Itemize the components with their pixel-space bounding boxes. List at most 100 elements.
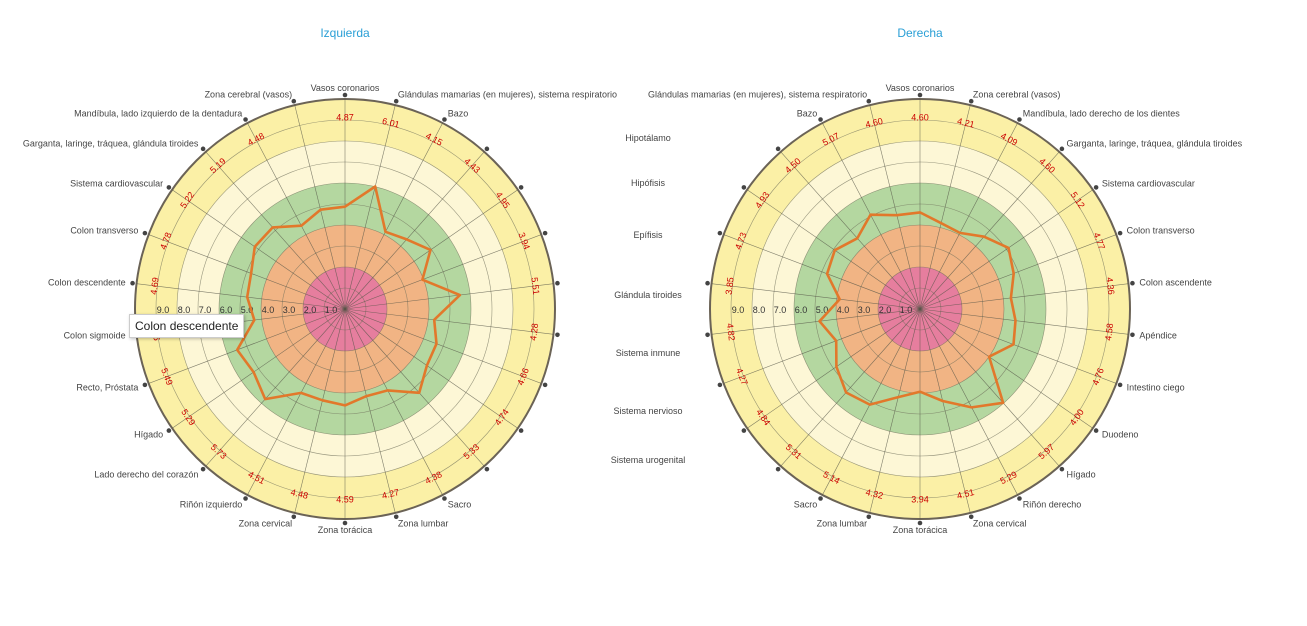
category-label: Colon ascendente [1139,277,1212,287]
category-label: Bazo [797,108,818,118]
spoke [344,308,485,467]
category-marker [291,98,297,104]
data-series-line [235,185,462,407]
spoke [344,283,554,310]
category-marker [555,332,560,338]
category-marker [442,117,447,122]
category-label: Glándulas mamarias (en mujeres), sistema… [648,89,867,99]
spoke [822,308,921,496]
category-label: Sacro [794,500,818,510]
ring-tick-label: 3.0 [858,305,871,315]
category-marker [542,382,548,388]
category-marker [393,98,399,104]
ring-tick-label: 8.0 [178,305,191,315]
category-marker [1130,280,1135,286]
spoke [344,308,554,335]
data-series-line [818,211,1017,409]
category-label: Bazo [448,108,469,118]
spoke [747,189,921,310]
category-marker [518,428,524,433]
category-label: Zona cerebral (vasos) [973,89,1061,99]
category-marker [142,382,148,388]
category-marker [484,466,490,472]
category-label: Zona lumbar [398,519,449,529]
category-marker [866,98,872,104]
category-label: Colon sigmoide [64,331,126,341]
category-marker [1093,428,1099,433]
category-label: Sistema cardiovascular [70,178,163,188]
spoke [780,151,921,310]
category-marker [1117,382,1123,388]
value-label: 4.87 [336,112,354,122]
category-label: Mandíbula, lado derecho de los dientes [1023,108,1181,118]
middle-category-label: Sistema nervioso [613,406,682,416]
category-label: Vasos coronarios [886,83,955,93]
category-label: Intestino ciego [1127,382,1185,392]
spoke [247,308,346,496]
spoke [711,308,921,335]
category-marker [243,496,248,501]
middle-category-label: Hipófisis [631,178,666,188]
middle-category-label: Epífisis [633,230,663,240]
ring-tick-label: 6.0 [220,305,233,315]
category-marker [917,92,923,98]
category-marker [291,514,297,520]
category-marker [717,230,723,236]
category-marker [342,92,348,98]
value-label: 5.51 [529,277,541,296]
category-marker [775,466,781,472]
ring-tick-label: 1.0 [900,305,913,315]
category-label: Recto, Próstata [76,382,138,392]
value-label: 4.36 [1104,277,1116,296]
spoke [148,234,346,310]
category-marker [1093,185,1099,190]
category-marker [1130,332,1135,338]
category-label: Colon descendente [48,277,126,287]
spoke [919,105,971,310]
spoke [919,308,971,513]
value-label: 4.69 [149,277,161,296]
value-label: 4.21 [956,116,975,130]
category-label: Apéndice [1139,331,1177,341]
category-marker [917,520,923,526]
spoke [344,308,396,513]
value-label: 3.94 [911,494,929,504]
ring-tick-label: 2.0 [304,305,317,315]
category-marker [968,514,974,520]
spoke [344,122,443,310]
spoke [919,308,1018,496]
spoke [294,105,346,310]
value-label: 4.48 [290,487,309,501]
category-marker [166,428,172,433]
category-marker [243,117,248,122]
hover-tooltip: Colon descendente [129,314,245,338]
category-label: Colon transverso [1127,226,1195,236]
spoke [780,308,921,467]
ring-tick-label: 1.0 [325,305,338,315]
value-label: 4.32 [865,487,884,501]
category-label: Glándulas mamarias (en mujeres), sistema… [398,89,617,99]
category-marker [1017,117,1022,122]
category-marker [442,496,447,501]
spoke [136,283,346,310]
spoke [344,308,443,496]
spoke [919,308,1129,335]
category-marker [775,146,781,152]
category-label: Mandíbula, lado izquierdo de la dentadur… [74,108,242,118]
category-label: Sacro [448,500,472,510]
spoke [919,122,1018,310]
category-marker [818,496,823,501]
category-label: Riñón izquierdo [180,500,243,510]
spoke [172,308,346,429]
spoke [148,308,346,384]
category-marker [717,382,723,388]
ring-tick-label: 6.0 [795,305,808,315]
category-marker [555,280,560,286]
category-label: Lado derecho del corazón [94,469,198,479]
category-marker [166,185,172,190]
spoke [723,234,921,310]
ring-tick-label: 7.0 [199,305,212,315]
value-label: 4.58 [1103,323,1115,342]
chart-title: Izquierda [320,26,370,40]
radar-chart-right: Derecha 1.0 2.0 3.0 4.0 5.0 6.0 7.0 8.0 9.0 4.60 4.… [648,26,1243,535]
